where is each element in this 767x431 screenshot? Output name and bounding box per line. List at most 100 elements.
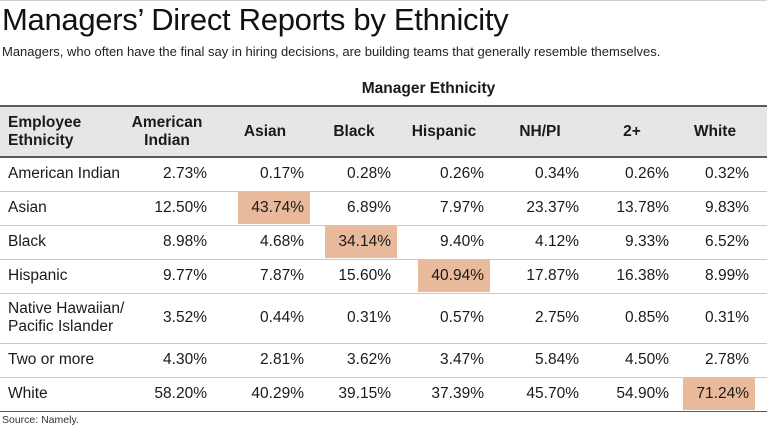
column-header-line: Hispanic <box>411 123 477 140</box>
value-cell: 2.78% <box>705 351 749 368</box>
row-divider <box>0 377 767 378</box>
row-divider <box>0 293 767 294</box>
value-cell: 9.40% <box>440 233 484 250</box>
value-cell: 4.30% <box>163 351 207 368</box>
value-cell: 9.33% <box>625 233 669 250</box>
column-header: Hispanic <box>398 123 490 141</box>
value-cell: 0.17% <box>260 165 304 182</box>
value-cell: 43.74% <box>251 199 304 216</box>
column-header: 2+ <box>589 123 675 141</box>
value-cell: 2.73% <box>163 165 207 182</box>
row-divider <box>0 343 767 344</box>
highlight-cell <box>418 260 490 292</box>
row-label-line: Hispanic <box>8 267 68 284</box>
row-divider <box>0 259 767 260</box>
value-cell: 3.62% <box>347 351 391 368</box>
column-header-line: NH/PI <box>519 123 561 140</box>
row-label-line: White <box>8 385 48 402</box>
value-cell: 15.60% <box>338 267 391 284</box>
value-cell: 8.99% <box>705 267 749 284</box>
value-cell: 34.14% <box>338 233 391 250</box>
value-cell: 5.84% <box>535 351 579 368</box>
value-cell: 4.12% <box>535 233 579 250</box>
row-header-label: Employee Ethnicity <box>8 114 81 150</box>
row-label-line: Black <box>8 233 46 250</box>
value-cell: 37.39% <box>431 385 484 402</box>
value-cell: 8.98% <box>163 233 207 250</box>
column-header-line: White <box>693 123 737 140</box>
column-header-line: American <box>131 114 203 131</box>
row-label-line: Pacific Islander <box>8 318 114 335</box>
row-divider <box>0 411 767 412</box>
value-cell: 16.38% <box>616 267 669 284</box>
value-cell: 12.50% <box>154 199 207 216</box>
column-group-label: Manager Ethnicity <box>361 80 496 97</box>
row-label: Two or more <box>8 351 94 369</box>
value-cell: 0.57% <box>440 309 484 326</box>
value-cell: 0.44% <box>260 309 304 326</box>
row-label-line: American Indian <box>8 165 121 182</box>
value-cell: 3.52% <box>163 309 207 326</box>
value-cell: 0.32% <box>705 165 749 182</box>
value-cell: 7.97% <box>440 199 484 216</box>
row-label-line: Native Hawaiian/ <box>8 300 125 317</box>
ethnicity-table: Employee Ethnicity American Indian Asian Blac… <box>0 105 767 412</box>
header-bottom-rule <box>0 156 767 158</box>
column-header: NH/PI <box>495 123 585 141</box>
value-cell: 54.90% <box>616 385 669 402</box>
row-label-line: Asian <box>8 199 47 216</box>
row-label: White <box>8 385 48 403</box>
value-cell: 4.68% <box>260 233 304 250</box>
header-band <box>0 105 767 157</box>
row-header-line: Employee <box>8 114 82 131</box>
row-label-line: Two or more <box>8 351 95 368</box>
column-header: American Indian <box>121 114 213 150</box>
value-cell: 6.52% <box>705 233 749 250</box>
value-cell: 6.89% <box>347 199 391 216</box>
value-cell: 23.37% <box>526 199 579 216</box>
value-cell: 2.75% <box>535 309 579 326</box>
row-label: Black <box>8 233 46 251</box>
row-label: Hispanic <box>8 267 67 285</box>
column-header: Asian <box>220 123 310 141</box>
row-divider <box>0 225 767 226</box>
highlight-cell <box>683 378 755 410</box>
value-cell: 71.24% <box>696 385 749 402</box>
row-label: American Indian <box>8 165 120 183</box>
highlight-cell <box>325 226 397 258</box>
column-header-line: Indian <box>144 132 190 149</box>
value-cell: 3.47% <box>440 351 484 368</box>
row-divider <box>0 191 767 192</box>
value-cell: 9.77% <box>163 267 207 284</box>
value-cell: 4.50% <box>625 351 669 368</box>
highlight-cell <box>238 192 310 224</box>
chart-title: Managers’ Direct Reports by Ethnicity <box>2 2 509 37</box>
value-cell: 9.83% <box>705 199 749 216</box>
column-header: Black <box>311 123 397 141</box>
column-header-line: Black <box>333 123 375 140</box>
value-cell: 40.29% <box>251 385 304 402</box>
value-cell: 40.94% <box>431 267 484 284</box>
row-label: Native Hawaiian/Pacific Islander <box>8 300 124 336</box>
value-cell: 0.31% <box>347 309 391 326</box>
value-cell: 7.87% <box>260 267 304 284</box>
row-header-line: Ethnicity <box>8 132 74 149</box>
column-header-line: Asian <box>243 123 287 140</box>
value-cell: 0.31% <box>705 309 749 326</box>
value-cell: 0.26% <box>625 165 669 182</box>
chart-subtitle: Managers, who often have the final say i… <box>2 44 661 59</box>
column-header: White <box>675 123 755 141</box>
header-top-rule <box>0 105 767 107</box>
value-cell: 0.28% <box>347 165 391 182</box>
value-cell: 0.26% <box>440 165 484 182</box>
value-cell: 58.20% <box>154 385 207 402</box>
top-rule <box>0 0 767 1</box>
value-cell: 45.70% <box>526 385 579 402</box>
value-cell: 2.81% <box>260 351 304 368</box>
column-header-line: 2+ <box>623 123 641 140</box>
value-cell: 0.34% <box>535 165 579 182</box>
source-note: Source: Namely. <box>2 414 79 426</box>
value-cell: 0.85% <box>625 309 669 326</box>
value-cell: 39.15% <box>338 385 391 402</box>
row-label: Asian <box>8 199 47 217</box>
